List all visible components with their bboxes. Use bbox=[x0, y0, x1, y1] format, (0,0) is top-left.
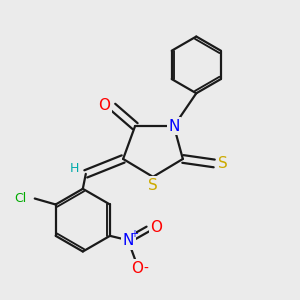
Text: O: O bbox=[131, 261, 143, 276]
Text: S: S bbox=[218, 156, 228, 171]
Text: O: O bbox=[150, 220, 162, 235]
Text: S: S bbox=[148, 178, 158, 193]
Text: +: + bbox=[130, 229, 138, 239]
Text: N: N bbox=[168, 118, 180, 134]
Text: H: H bbox=[70, 162, 79, 175]
Text: -: - bbox=[143, 261, 148, 275]
Text: N: N bbox=[123, 233, 134, 248]
Text: O: O bbox=[98, 98, 110, 113]
Text: Cl: Cl bbox=[14, 192, 26, 205]
